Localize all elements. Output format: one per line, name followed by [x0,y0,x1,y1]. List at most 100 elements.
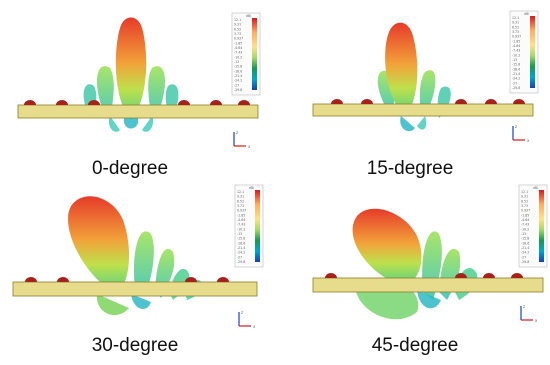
colorbar-tick-label: -29.8 [234,88,242,92]
colorbar-tick-label: 0.937 [237,209,246,213]
colorbar-tick-label: -18.6 [237,241,245,245]
colorbar-tick-label: 9.31 [512,21,519,25]
back-lobe [123,118,139,129]
patch-row [325,273,523,278]
colorbar-tick-label: -7.43 [234,51,242,55]
colorbar-tick-label: 3.73 [237,204,244,208]
colorbar-tick-label: -21.4 [234,74,242,78]
axis-triad: z x [238,310,256,329]
colorbar-tick-label: -10.2 [512,53,520,57]
colorbar-tick-label: 0.937 [512,35,521,39]
svg-text:z: z [241,310,243,315]
patch [455,99,467,104]
back-lobe [417,116,427,130]
colorbar-tick-label: -10.2 [237,227,245,231]
radiation-pattern-30-degree: dBi 12.19.316.523.730.937-1.85-4.64-7.43… [12,184,264,329]
svg-text:x: x [248,144,251,149]
patch [178,100,190,105]
caption-45-degree: 45-degree [371,335,459,356]
colorbar-tick-label: -15.8 [234,65,242,69]
patch [57,277,69,282]
colorbar-tick-label: -18.6 [234,69,242,73]
patch [331,99,343,104]
colorbar-tick-label: -15.8 [237,237,245,241]
colorbar-tick-label: 3.73 [521,204,528,208]
patch [88,100,100,105]
colorbar-tick-label: -13 [521,232,526,236]
colorbar-tick-label: -29.8 [237,260,245,264]
colorbar-tick-label: -29.8 [521,260,529,264]
back-lobe [355,286,419,320]
radiation-pattern-0-degree: dBi 12.19.316.523.730.937-1.85-4.64-7.43… [17,12,261,149]
colorbar-unit: dBi [533,186,538,190]
patch-row [25,277,229,282]
colorbar-tick-label: -10.2 [234,55,242,59]
substrate [312,277,544,293]
colorbar: dBi 12.19.316.523.730.937-1.85-4.64-7.43… [231,12,261,96]
patch [25,277,37,282]
radiation-pattern-15-degree: dBi 12.19.316.523.730.937-1.85-4.64-7.43… [312,10,539,143]
patch-row [24,100,250,105]
patch [485,99,497,104]
colorbar-tick-label: 6.52 [521,199,528,203]
svg-text:x: x [535,318,538,323]
colorbar-tick-label: -13 [512,58,517,62]
patch [185,277,197,282]
colorbar-tick-label: -7.43 [237,223,245,227]
colorbar-tick-label: -1.85 [237,213,245,217]
colorbar-tick-label: 12.1 [521,190,528,194]
colorbar-tick-label: -4.64 [521,218,529,222]
patch [325,273,337,278]
colorbar-tick-label: 0.937 [521,209,530,213]
patch [56,100,68,105]
patch [511,273,523,278]
colorbar-tick-label: -18.6 [512,67,520,71]
colorbar-tick-label: 12.1 [237,190,244,194]
patch [455,273,467,278]
colorbar-tick-label: -15.8 [521,237,529,241]
main-lobe [115,17,147,120]
colorbar-tick-label: 9.31 [234,23,241,27]
colorbar-tick-label: 0.937 [234,37,243,41]
patch [217,277,229,282]
colorbar-tick-label: -1.85 [521,213,529,217]
substrate [17,104,259,119]
colorbar-tick-label: -21.4 [237,246,245,250]
colorbar-tick-label: -24.2 [234,79,242,83]
colorbar-tick-label: -7.43 [512,49,520,53]
colorbar-tick-label: -24.2 [237,251,245,255]
substrate [312,103,534,117]
axis-triad: z x [233,130,251,149]
colorbar-tick-label: -24.2 [512,77,520,81]
colorbar: dBi 12.19.316.523.730.937-1.85-4.64-7.43… [509,10,539,94]
colorbar-tick-label: -24.2 [521,251,529,255]
colorbar-tick-label: -13 [234,60,239,64]
colorbar-tick-label: 12.1 [512,16,519,20]
svg-text:z: z [236,130,238,135]
colorbar-tick-label: -21.4 [512,72,520,76]
back-lobe [400,116,415,132]
back-lobe [142,116,154,132]
colorbar-gradient [252,18,257,90]
svg-text:z: z [515,124,517,129]
axis-triad: z x [512,124,530,143]
patch [513,99,525,104]
panel-30-degree: dBi 12.1 9.31 6.52 3.73 0.937 -1.85 -4.64 -7.43… [5,182,275,365]
svg-text:x: x [253,324,256,329]
colorbar-unit: dBi [249,186,254,190]
patch [483,273,495,278]
colorbar-tick-label: 12.1 [234,18,241,22]
colorbar: dBi 12.19.316.523.730.937-1.85-4.64-7.43… [234,184,264,268]
colorbar-unit: dBi [246,14,251,18]
colorbar-gradient [530,16,535,88]
back-lobe [96,294,129,316]
substrate [12,281,258,297]
patch-row [331,99,525,104]
side-lobe [133,231,154,296]
colorbar-tick-label: -27 [234,83,239,87]
panel-45-degree: dBi 12.1 9.31 6.52 3.73 0.937 -1.85 -4.64 -7.43… [305,182,550,365]
colorbar-tick-label: -29.8 [512,86,520,90]
colorbar-tick-label: -1.85 [512,39,520,43]
colorbar-tick-label: 6.52 [512,25,519,29]
patch [24,100,36,105]
